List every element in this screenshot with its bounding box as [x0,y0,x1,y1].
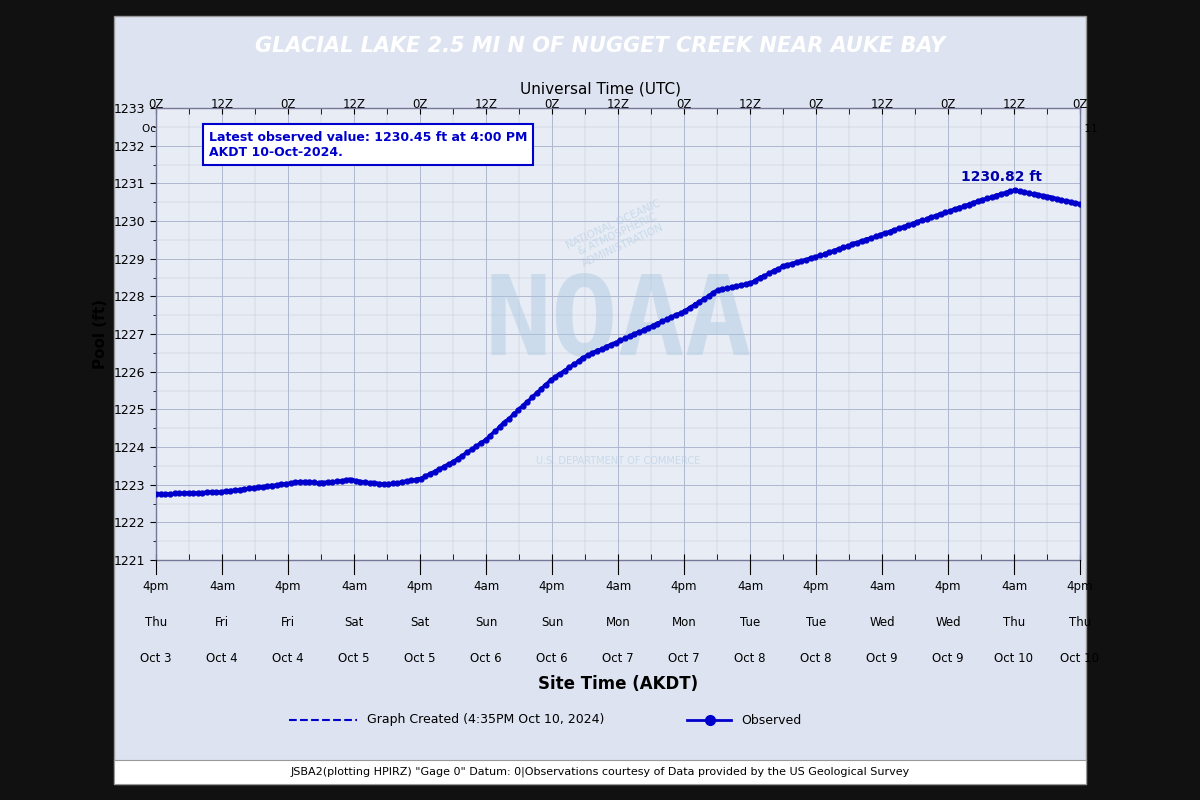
Text: JSBA2(plotting HPIRZ) "Gage 0" Datum: 0|Observations courtesy of Data provided b: JSBA2(plotting HPIRZ) "Gage 0" Datum: 0|… [290,766,910,778]
Text: Sun: Sun [475,616,497,629]
Text: Sat: Sat [410,616,430,629]
Text: Oct 4: Oct 4 [142,124,170,134]
Text: Sun: Sun [541,616,563,629]
Text: 4am: 4am [473,579,499,593]
Text: Graph Created (4:35PM Oct 10, 2024): Graph Created (4:35PM Oct 10, 2024) [367,714,604,726]
Text: 4pm: 4pm [407,579,433,593]
Text: 0Z: 0Z [677,98,691,111]
Text: Oct 8: Oct 8 [736,124,764,134]
Text: Observed: Observed [740,714,802,726]
Text: Oct 4: Oct 4 [272,653,304,666]
Text: Oct 10: Oct 10 [997,124,1031,134]
Text: 0Z: 0Z [545,98,559,111]
Text: Oct 5: Oct 5 [338,653,370,666]
Text: 12Z: 12Z [342,98,366,111]
Text: Oct 6: Oct 6 [472,124,500,134]
Text: Oct 7: Oct 7 [538,124,566,134]
Text: Oct 9: Oct 9 [932,653,964,666]
Text: Oct 6: Oct 6 [536,653,568,666]
Text: 4pm: 4pm [539,579,565,593]
Text: Oct 11: Oct 11 [1063,124,1097,134]
Text: Mon: Mon [606,616,630,629]
Text: Tue: Tue [806,616,826,629]
Text: 4am: 4am [869,579,895,593]
Text: 12Z: 12Z [738,98,762,111]
Text: Oct 4: Oct 4 [208,124,236,134]
Text: GLACIAL LAKE 2.5 MI N OF NUGGET CREEK NEAR AUKE BAY: GLACIAL LAKE 2.5 MI N OF NUGGET CREEK NE… [254,36,946,56]
Text: 4pm: 4pm [803,579,829,593]
Text: 4pm: 4pm [935,579,961,593]
Text: 1230.82 ft: 1230.82 ft [961,170,1042,185]
Text: NATIONAL OCEANIC
& ATMOSPHERIC
ADMINISTRATION: NATIONAL OCEANIC & ATMOSPHERIC ADMINISTR… [564,198,672,271]
Text: Oct 4: Oct 4 [206,653,238,666]
Text: 12Z: 12Z [210,98,234,111]
Text: 4am: 4am [737,579,763,593]
Text: Tue: Tue [740,616,760,629]
Text: Oct 7: Oct 7 [604,124,632,134]
Text: 12Z: 12Z [606,98,630,111]
Text: Oct 10: Oct 10 [931,124,965,134]
Text: Fri: Fri [281,616,295,629]
Text: Mon: Mon [672,616,696,629]
Y-axis label: Pool (ft): Pool (ft) [94,299,108,369]
Text: Thu: Thu [1003,616,1025,629]
Text: 4pm: 4pm [1067,579,1093,593]
Text: Oct 3: Oct 3 [140,653,172,666]
Text: Oct 7: Oct 7 [668,653,700,666]
Text: Oct 9: Oct 9 [868,124,896,134]
Text: 4am: 4am [341,579,367,593]
Text: Wed: Wed [935,616,961,629]
Text: 4pm: 4pm [143,579,169,593]
Text: 0Z: 0Z [1073,98,1087,111]
Text: Universal Time (UTC): Universal Time (UTC) [520,82,680,97]
Text: 12Z: 12Z [1002,98,1026,111]
Text: Oct 8: Oct 8 [800,653,832,666]
Text: 0Z: 0Z [149,98,163,111]
Text: Thu: Thu [145,616,167,629]
Text: 4pm: 4pm [275,579,301,593]
Text: Wed: Wed [869,616,895,629]
Text: Fri: Fri [215,616,229,629]
Text: Thu: Thu [1069,616,1091,629]
Text: Oct 5: Oct 5 [404,653,436,666]
Text: NOAA: NOAA [485,271,751,378]
Text: Site Time (AKDT): Site Time (AKDT) [538,675,698,693]
Text: Oct 8: Oct 8 [734,653,766,666]
Text: 0Z: 0Z [941,98,955,111]
Text: Oct 6: Oct 6 [406,124,434,134]
Text: 4pm: 4pm [671,579,697,593]
Text: Oct 5: Oct 5 [340,124,368,134]
Text: Oct 8: Oct 8 [670,124,698,134]
Text: 12Z: 12Z [474,98,498,111]
Text: 4am: 4am [605,579,631,593]
Text: Oct 5: Oct 5 [274,124,302,134]
Text: 0Z: 0Z [413,98,427,111]
Text: Oct 10: Oct 10 [995,653,1033,666]
Text: Oct 6: Oct 6 [470,653,502,666]
Text: 12Z: 12Z [870,98,894,111]
Text: 4am: 4am [209,579,235,593]
Text: Latest observed value: 1230.45 ft at 4:00 PM
AKDT 10-Oct-2024.: Latest observed value: 1230.45 ft at 4:0… [209,130,527,158]
Text: Oct 10: Oct 10 [1061,653,1099,666]
Text: U.S. DEPARTMENT OF COMMERCE: U.S. DEPARTMENT OF COMMERCE [536,455,700,466]
Text: Oct 9: Oct 9 [866,653,898,666]
Text: 0Z: 0Z [281,98,295,111]
Text: 4am: 4am [1001,579,1027,593]
Text: Oct 7: Oct 7 [602,653,634,666]
Text: Sat: Sat [344,616,364,629]
Text: Oct 9: Oct 9 [802,124,830,134]
Text: 0Z: 0Z [809,98,823,111]
